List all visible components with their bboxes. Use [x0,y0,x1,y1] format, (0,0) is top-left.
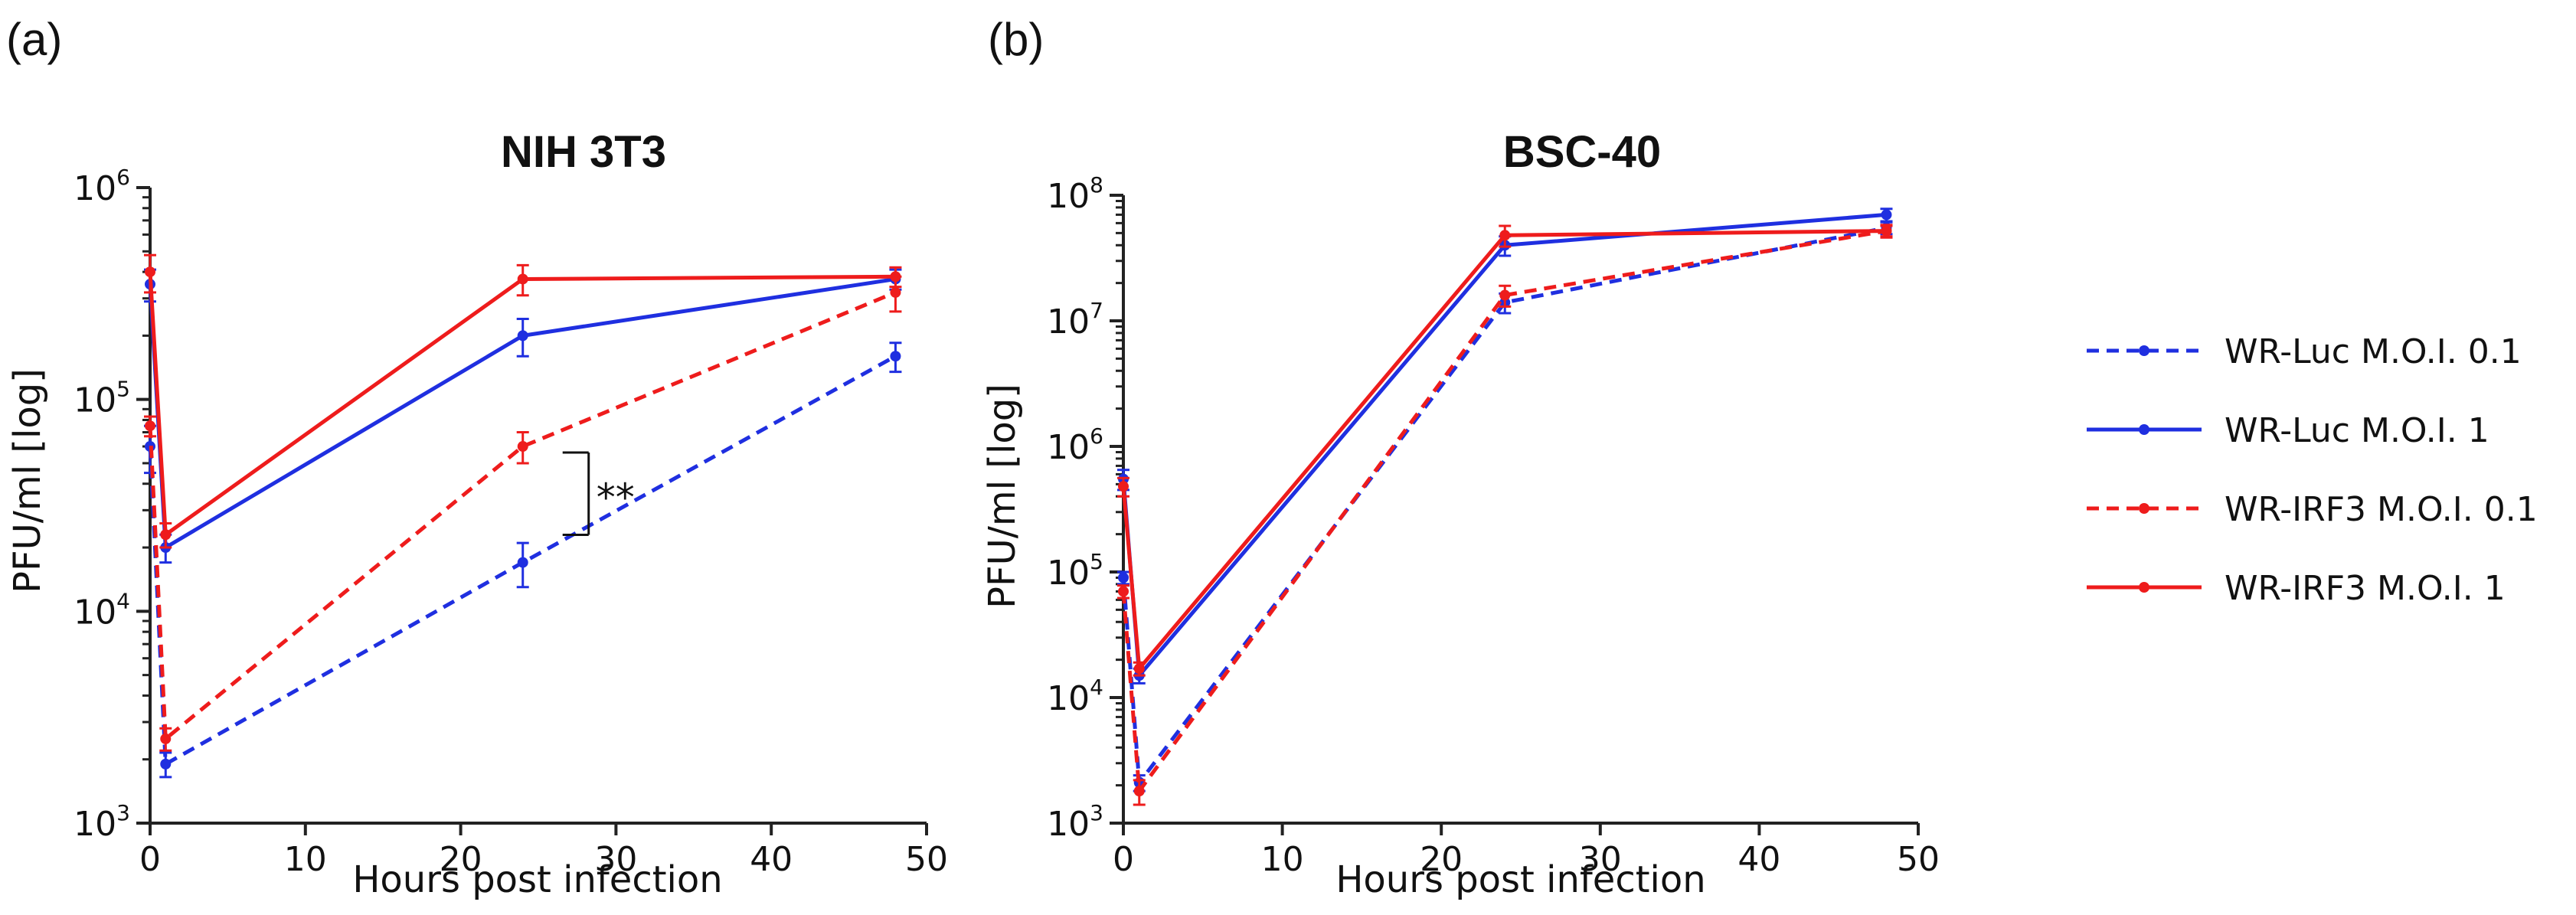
panel-b-y-tick-label: 108 [1047,172,1103,216]
panel-b-letter: (b) [988,14,1044,65]
panel-a-data-point [145,266,155,278]
panel-b-data-point [1499,230,1511,241]
panel-a-data-point [145,420,155,432]
panel-a-data-point [160,758,172,770]
panel-a-y-tick-label: 106 [74,165,130,208]
panel-a-title: NIH 3T3 [501,127,666,177]
panel-b-title: BSC-40 [1503,127,1661,177]
panel-b-letter-text: (b) [988,14,1044,65]
panel-a-letter: (a) [6,14,62,65]
panel-b-y-tick-label: 105 [1047,549,1103,593]
panel-a-y-tick-label: 105 [74,377,130,420]
legend: WR-Luc M.O.I. 0.1 WR-Luc M.O.I. 1 WR-IRF3 … [2087,332,2538,608]
panel-b-x-tick-label: 20 [1420,840,1463,879]
legend-swatch-marker [2139,582,2149,593]
panel-a-series-line [148,290,897,741]
panel-a-data-point [517,330,528,341]
legend-item-label: WR-Luc M.O.I. 0.1 [2225,332,2522,371]
legend-swatch-marker [2139,503,2149,514]
panel-a-plot: 0 10 20 30 40 50 103 104 105 106 ** [74,165,948,879]
panel-b-plot: 0 10 20 30 40 50 103 104 105 106 107 108 [1047,172,1940,879]
panel-a-y-tick-label: 104 [74,588,130,632]
panel-b-data-point [1881,209,1892,221]
panel-b-data-point [1133,663,1145,675]
panel-b-series-line [1121,212,1887,678]
panel-b-y-tick-label: 107 [1047,298,1103,341]
panel-a-significance-label: ** [597,475,635,520]
panel-b-data-point [1499,289,1511,301]
panel-b-series-line [1121,229,1887,793]
panel-a-data-point [890,351,901,362]
panel-b-y-tick-label: 104 [1047,675,1103,718]
legend-swatch-marker [2139,345,2149,356]
panel-a-series-line [148,271,896,537]
panel-a-data-point [160,529,172,541]
panel-b-y-axis-label: PFU/ml [log] [981,384,1024,609]
panel-a-x-tick-label: 30 [594,840,637,879]
panel-b-data-point [1118,481,1129,492]
panel-a-x-tick-label: 40 [750,840,793,879]
panel-a-data-point [517,441,528,453]
panel-a-y-axis-label: PFU/ml [log] [6,368,49,593]
legend-swatch-marker [2139,424,2149,435]
panel-b-data-point [1118,586,1129,597]
legend-item-label: WR-IRF3 M.O.I. 0.1 [2225,490,2538,529]
legend-item-label: WR-Luc M.O.I. 1 [2225,411,2489,450]
panel-a-data-point [890,286,901,298]
panel-a-y-tick-label: 103 [74,800,130,844]
panel-b-x-tick-label: 30 [1579,840,1622,879]
panel-b-series-line [1121,229,1887,671]
panel-a-data-point [160,733,172,744]
panel-b-data-point [1133,786,1145,797]
panel-b-data-point [1881,225,1892,237]
panel-a-x-tick-label: 0 [139,840,161,879]
panel-a-x-tick-label: 50 [905,840,948,879]
panel-a-x-axis-label: Hours post infection [352,858,722,901]
panel-a-x-tick-label: 10 [284,840,327,879]
panel-a-series-line [148,355,897,766]
panel-b-y-tick-label: 103 [1047,800,1103,844]
panel-a-data-point [890,271,901,283]
panel-b-x-tick-label: 40 [1737,840,1780,879]
panel-a-x-tick-label: 20 [440,840,482,879]
panel-b-x-tick-label: 50 [1897,840,1940,879]
panel-a-letter-text: (a) [6,14,62,65]
panel-b-x-tick-label: 10 [1261,840,1304,879]
panel-b-y-tick-label: 106 [1047,423,1103,467]
panel-b-data-point [1118,572,1129,583]
panel-b-x-axis-label: Hours post infection [1335,858,1705,901]
legend-item-label: WR-IRF3 M.O.I. 1 [2225,569,2506,608]
panel-a-data-point [517,273,528,285]
panel-b-x-tick-label: 0 [1113,840,1134,879]
panel-a-data-point [517,557,528,568]
